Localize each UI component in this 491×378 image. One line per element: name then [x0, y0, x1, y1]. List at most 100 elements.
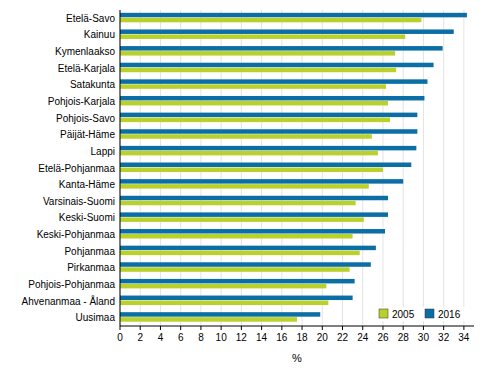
bar — [120, 184, 369, 189]
tick-label: 2 — [137, 332, 143, 343]
tick — [463, 326, 464, 330]
category-label: Kymenlaakso — [55, 46, 115, 57]
grid-line — [463, 10, 464, 326]
tick-label: 22 — [337, 332, 349, 343]
bar — [120, 134, 372, 139]
tick-label: 26 — [377, 332, 389, 343]
bar — [120, 96, 424, 101]
bar — [120, 84, 386, 89]
bar — [120, 317, 297, 322]
tick-label: 4 — [158, 332, 164, 343]
bar — [120, 201, 356, 206]
bar — [120, 18, 421, 23]
tick-label: 28 — [398, 332, 410, 343]
chart: Etelä-Savo Kainuu Kymenlaakso Etelä-Karjala… — [0, 0, 491, 378]
bar — [120, 296, 353, 301]
tick-label: 14 — [256, 332, 268, 343]
bar — [120, 251, 360, 256]
tick-label: 12 — [236, 332, 248, 343]
bars — [120, 13, 467, 322]
tick-label: 18 — [296, 332, 308, 343]
tick — [382, 326, 383, 330]
bar — [120, 129, 417, 134]
y-axis — [120, 10, 121, 326]
tick — [403, 326, 404, 330]
category-label: Varsinais-Suomi — [43, 196, 115, 207]
tick — [342, 326, 343, 330]
legend-swatch — [379, 309, 388, 318]
bar — [120, 63, 434, 68]
legend-label: 2005 — [392, 309, 415, 320]
tick — [261, 326, 262, 330]
tick — [302, 326, 303, 330]
bar — [120, 113, 417, 118]
bar — [120, 234, 353, 239]
bar — [120, 163, 411, 168]
x-axis — [120, 326, 474, 327]
category-label: Uusimaa — [76, 312, 116, 323]
tick-label: 20 — [317, 332, 329, 343]
category-label: Etelä-Savo — [66, 13, 115, 24]
tick — [160, 326, 161, 330]
grid-line — [120, 10, 121, 326]
axis-label: % — [292, 352, 302, 364]
tick-label: 8 — [198, 332, 204, 343]
tick — [120, 326, 121, 330]
bar — [120, 51, 395, 56]
bar — [120, 301, 328, 306]
bar — [120, 118, 390, 123]
tick — [200, 326, 201, 330]
bar — [120, 79, 427, 84]
tick-label: 10 — [216, 332, 228, 343]
tick — [362, 326, 363, 330]
tick — [322, 326, 323, 330]
bar — [120, 212, 388, 217]
bar — [120, 101, 388, 106]
bar — [120, 34, 405, 39]
legend-swatch — [425, 309, 434, 318]
tick-label: 6 — [178, 332, 184, 343]
category-label: Ahvenanmaa - Åland — [22, 295, 115, 307]
bar — [120, 279, 355, 284]
category-label: Etelä-Pohjanmaa — [38, 163, 115, 174]
bar — [120, 196, 388, 201]
tick-label: 32 — [438, 332, 450, 343]
bar — [120, 267, 350, 272]
category-label: Kainuu — [84, 29, 115, 40]
tick — [281, 326, 282, 330]
category-label: Keski-Pohjanmaa — [37, 229, 116, 240]
bar — [120, 217, 364, 222]
tick — [221, 326, 222, 330]
tick — [443, 326, 444, 330]
grid-line — [403, 10, 404, 326]
category-label: Kanta-Häme — [59, 179, 116, 190]
bar — [120, 246, 376, 251]
grid-line — [443, 10, 444, 326]
tick-label: 30 — [418, 332, 430, 343]
bar — [120, 312, 320, 317]
grid-line — [423, 10, 424, 326]
category-label: Päijät-Häme — [60, 129, 115, 140]
tick-label: 34 — [458, 332, 470, 343]
category-label: Pirkanmaa — [67, 262, 115, 273]
bar — [120, 151, 378, 156]
legend-box — [375, 307, 471, 321]
category-label: Lappi — [91, 146, 115, 157]
tick — [423, 326, 424, 330]
category-label: Satakunta — [70, 79, 115, 90]
bar — [120, 229, 385, 234]
bar — [120, 13, 467, 17]
tick — [140, 326, 141, 330]
category-label: Pohjanmaa — [64, 246, 115, 257]
bar — [120, 284, 326, 289]
bar — [120, 179, 403, 184]
bar — [120, 46, 443, 51]
bar — [120, 29, 454, 34]
bar — [120, 262, 371, 267]
category-label: Etelä-Karjala — [58, 63, 116, 74]
tick-label: 0 — [117, 332, 123, 343]
bar — [120, 146, 416, 151]
category-label: Pohjois-Savo — [56, 113, 115, 124]
legend-label: 2016 — [438, 309, 461, 320]
grid — [120, 10, 464, 326]
